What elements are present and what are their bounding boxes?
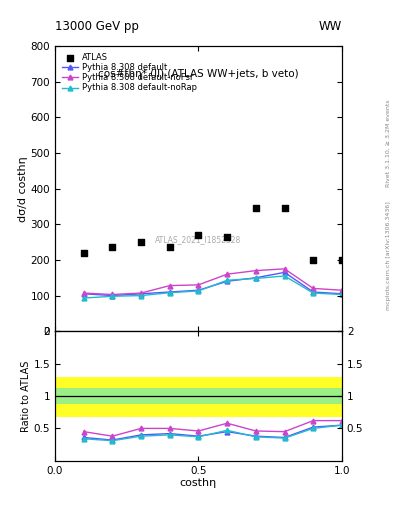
- Pythia 8.308 default-noRap: [225, 277, 230, 283]
- Pythia 8.308 default: [225, 278, 230, 284]
- Pythia 8.308 default-noFsr: [253, 268, 258, 274]
- X-axis label: costhη: costhη: [180, 478, 217, 488]
- Text: WW: WW: [319, 20, 342, 33]
- Text: mcplots.cern.ch [arXiv:1306.3436]: mcplots.cern.ch [arXiv:1306.3436]: [386, 202, 391, 310]
- ATLAS: [195, 231, 202, 239]
- Pythia 8.308 default-noRap: [81, 295, 86, 301]
- Pythia 8.308 default-noRap: [282, 273, 287, 279]
- Pythia 8.308 default: [139, 291, 143, 297]
- Line: Pythia 8.308 default: Pythia 8.308 default: [81, 270, 344, 298]
- Pythia 8.308 default-noFsr: [196, 282, 201, 288]
- ATLAS: [339, 256, 345, 264]
- Pythia 8.308 default: [253, 274, 258, 281]
- Pythia 8.308 default-noFsr: [282, 266, 287, 272]
- Pythia 8.308 default-noRap: [167, 290, 172, 296]
- Bar: [55, 376, 342, 417]
- Text: ATLAS_2021_I1852328: ATLAS_2021_I1852328: [155, 236, 242, 244]
- ATLAS: [281, 204, 288, 212]
- Pythia 8.308 default-noFsr: [311, 285, 316, 291]
- Pythia 8.308 default-noRap: [253, 275, 258, 282]
- Text: 13000 GeV pp: 13000 GeV pp: [55, 20, 139, 33]
- Pythia 8.308 default-noRap: [196, 288, 201, 294]
- Legend: ATLAS, Pythia 8.308 default, Pythia 8.308 default-noFsr, Pythia 8.308 default-no: ATLAS, Pythia 8.308 default, Pythia 8.30…: [59, 50, 199, 95]
- ATLAS: [224, 232, 230, 241]
- Line: Pythia 8.308 default-noFsr: Pythia 8.308 default-noFsr: [81, 266, 344, 297]
- Pythia 8.308 default-noRap: [110, 293, 115, 300]
- Pythia 8.308 default: [110, 292, 115, 298]
- ATLAS: [138, 238, 144, 246]
- Pythia 8.308 default-noFsr: [167, 283, 172, 289]
- Pythia 8.308 default-noFsr: [110, 291, 115, 297]
- ATLAS: [81, 249, 87, 257]
- Y-axis label: dσ/d costhη: dσ/d costhη: [18, 156, 28, 222]
- Pythia 8.308 default: [282, 269, 287, 275]
- Text: cos#thη* (ll) (ATLAS WW+jets, b veto): cos#thη* (ll) (ATLAS WW+jets, b veto): [98, 69, 299, 79]
- ATLAS: [253, 204, 259, 212]
- Pythia 8.308 default-noRap: [139, 292, 143, 298]
- Pythia 8.308 default-noFsr: [81, 290, 86, 296]
- Pythia 8.308 default-noRap: [340, 291, 344, 297]
- Pythia 8.308 default: [167, 289, 172, 295]
- Line: Pythia 8.308 default-noRap: Pythia 8.308 default-noRap: [81, 273, 344, 301]
- Text: Rivet 3.1.10, ≥ 3.2M events: Rivet 3.1.10, ≥ 3.2M events: [386, 99, 391, 187]
- Pythia 8.308 default: [196, 287, 201, 293]
- ATLAS: [167, 243, 173, 251]
- ATLAS: [310, 256, 316, 264]
- Pythia 8.308 default-noFsr: [225, 271, 230, 278]
- ATLAS: [109, 243, 116, 251]
- Pythia 8.308 default: [311, 289, 316, 295]
- Pythia 8.308 default-noFsr: [340, 287, 344, 293]
- Y-axis label: Ratio to ATLAS: Ratio to ATLAS: [21, 360, 31, 432]
- Pythia 8.308 default: [340, 291, 344, 297]
- Pythia 8.308 default: [81, 291, 86, 297]
- Pythia 8.308 default-noFsr: [139, 290, 143, 296]
- Bar: [55, 388, 342, 404]
- Pythia 8.308 default-noRap: [311, 290, 316, 296]
